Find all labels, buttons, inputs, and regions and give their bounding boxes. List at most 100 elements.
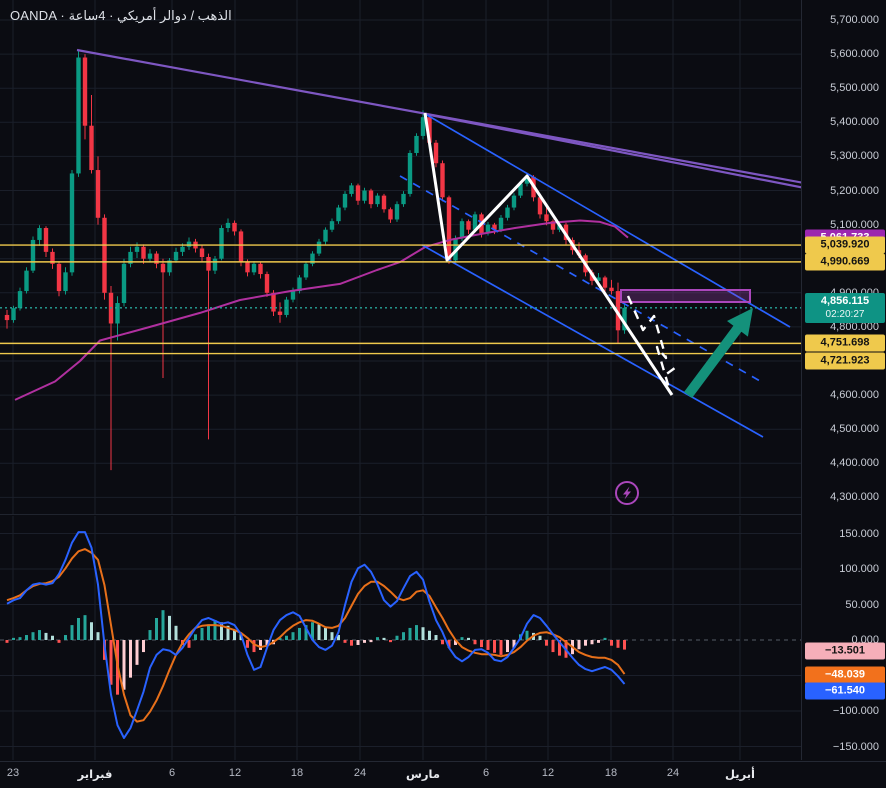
price-level-badge: 5,039.920 — [805, 236, 885, 254]
macd-histogram-bar — [142, 640, 145, 653]
macd-histogram-bar — [135, 640, 139, 665]
price-tick-label: 5,300.000 — [830, 150, 879, 163]
candle-body — [63, 272, 68, 292]
macd-histogram-bar — [597, 640, 600, 643]
candle-body — [537, 197, 543, 215]
indicator-value-badge: −61.540 — [805, 682, 885, 700]
macd-histogram-bar — [493, 640, 496, 653]
badge-value: −61.540 — [824, 684, 866, 697]
macd-histogram-bar — [148, 630, 152, 640]
macd-histogram-bar — [77, 617, 80, 640]
candle-body — [394, 204, 400, 220]
macd-histogram-bar — [233, 630, 236, 640]
price-tick-label: 5,500.000 — [830, 82, 879, 95]
candle-body — [245, 262, 250, 273]
price-level-badge: 4,751.698 — [805, 334, 885, 352]
day-tick-label: 12 — [228, 767, 242, 779]
macd-histogram-bar — [460, 637, 464, 640]
macd-histogram-bar — [129, 640, 132, 678]
macd-histogram-bar — [473, 640, 477, 645]
macd-histogram-bar — [109, 640, 113, 685]
candle-body — [505, 207, 510, 218]
candle-body — [381, 195, 387, 210]
macd-histogram-bar — [96, 632, 100, 640]
macd-histogram-bar — [447, 640, 451, 648]
macd-histogram-bar — [12, 637, 15, 640]
candle-body — [212, 258, 218, 271]
day-tick-label: 23 — [6, 767, 20, 779]
candle-body — [427, 117, 432, 143]
price-level-badge: 4,856.115 02:20:27 — [805, 292, 885, 323]
candle-body — [173, 251, 179, 261]
indicator-tick-label: 50.000 — [845, 598, 879, 611]
macd-histogram-bar — [415, 625, 418, 640]
time-axis[interactable]: 23 فبراير 6 12 18 24 مارس 6 12 18 24 أبريل — [0, 761, 886, 788]
macd-histogram-bar — [122, 640, 126, 690]
macd-histogram-bar — [467, 637, 470, 640]
price-tick-label: 4,400.000 — [830, 457, 879, 470]
candle-body — [121, 263, 127, 304]
month-tick-label: مارس — [406, 769, 440, 781]
candle-body — [518, 183, 523, 196]
badge-value: 4,721.923 — [820, 354, 870, 367]
badge-value: 4,751.698 — [820, 336, 870, 349]
badge-value: −13.501 — [824, 644, 866, 657]
macd-histogram-bar — [590, 640, 594, 645]
macd-histogram-bar — [402, 632, 405, 640]
candle-body — [329, 221, 335, 230]
indicator-tick-label: −100.000 — [832, 705, 879, 717]
macd-histogram-bar — [161, 610, 165, 640]
macd-histogram-bar — [499, 640, 503, 655]
macd-histogram-bar — [538, 635, 542, 640]
macd-histogram-bar — [64, 635, 67, 640]
candle-body — [167, 260, 172, 273]
candle-body — [232, 222, 237, 232]
candle-body — [128, 251, 133, 264]
macd-histogram-bar — [246, 640, 249, 648]
price-level-badge: 4,721.923 — [805, 352, 885, 370]
macd-histogram-bar — [584, 640, 587, 646]
candle-body — [498, 217, 504, 230]
macd-histogram-bar — [525, 630, 529, 640]
badge-value: 5,039.920 — [820, 238, 870, 251]
day-tick-label: 12 — [541, 767, 555, 779]
candle-body — [544, 214, 549, 222]
indicator-value-badge: −48.039 — [805, 666, 885, 684]
candle-body — [271, 292, 276, 312]
macd-histogram-bar — [44, 632, 48, 640]
indicator-tick-label: −150.000 — [832, 740, 879, 753]
macd-histogram-bar — [57, 640, 61, 643]
candle-body — [297, 277, 302, 292]
price-tick-label: 4,600.000 — [830, 389, 879, 402]
symbol-label: ةعاس4 · يكيرمأ رلاود / بهذلا — [68, 8, 232, 23]
macd-histogram-bar — [454, 640, 457, 645]
price-tick-label: 5,100.000 — [830, 218, 879, 231]
candle-body — [550, 221, 556, 230]
macd-histogram-bar — [252, 640, 256, 653]
candle-body — [407, 152, 413, 194]
price-path-annotation — [423, 112, 674, 396]
macd-histogram-bar — [616, 640, 620, 648]
pane-separator[interactable] — [0, 514, 801, 515]
macd-histogram-bar — [187, 640, 191, 648]
symbol-title[interactable]: OANDA · ةعاس4 · يكيرمأ رلاود / بهذلا — [10, 8, 232, 24]
macd-histogram-bar — [441, 640, 444, 645]
candle-body — [4, 314, 10, 321]
macd-histogram-bar — [421, 627, 425, 640]
candle-body — [401, 193, 406, 205]
price-axis[interactable]: 5,700.000 5,600.000 5,500.000 5,400.000 5,30… — [801, 0, 886, 760]
chart-plot-area[interactable] — [0, 0, 801, 760]
macd-histogram-bar — [70, 625, 74, 640]
macd-histogram-bar — [317, 624, 321, 640]
macd-histogram-bar — [265, 640, 269, 646]
month-tick-label: فبراير — [77, 769, 113, 781]
macd-histogram-bar — [207, 624, 210, 640]
candle-body — [219, 228, 224, 259]
indicator-tick-label: 100.000 — [839, 563, 879, 575]
badge-value: 4,990.669 — [820, 255, 870, 268]
candle-body — [95, 170, 101, 218]
day-tick-label: 24 — [666, 767, 680, 779]
candle-body — [134, 246, 140, 252]
signal-line — [6, 548, 626, 723]
day-tick-label: 24 — [353, 767, 367, 779]
